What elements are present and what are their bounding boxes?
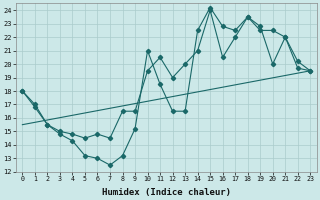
X-axis label: Humidex (Indice chaleur): Humidex (Indice chaleur) — [102, 188, 231, 197]
